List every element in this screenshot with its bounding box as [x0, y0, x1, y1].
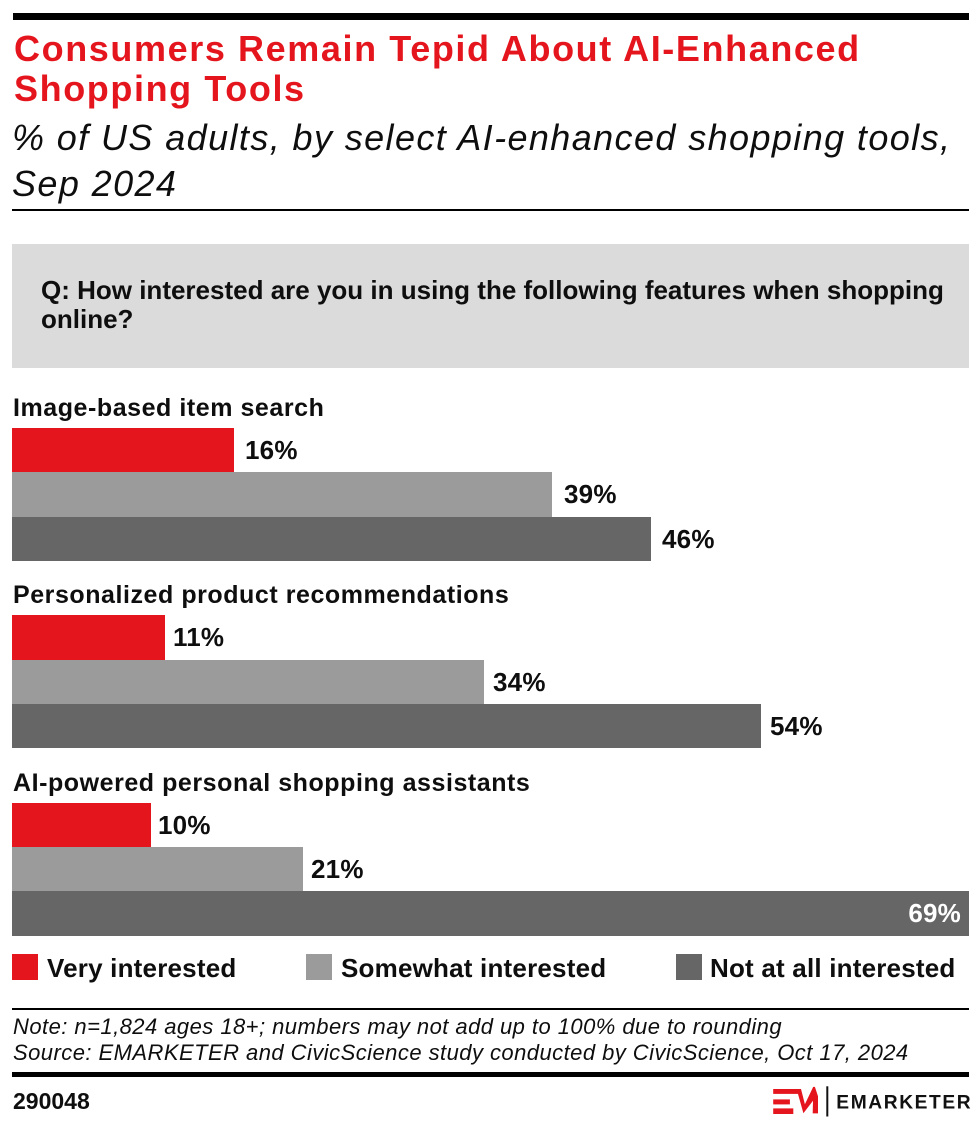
svg-text:EMARKETER: EMARKETER: [836, 1093, 972, 1114]
